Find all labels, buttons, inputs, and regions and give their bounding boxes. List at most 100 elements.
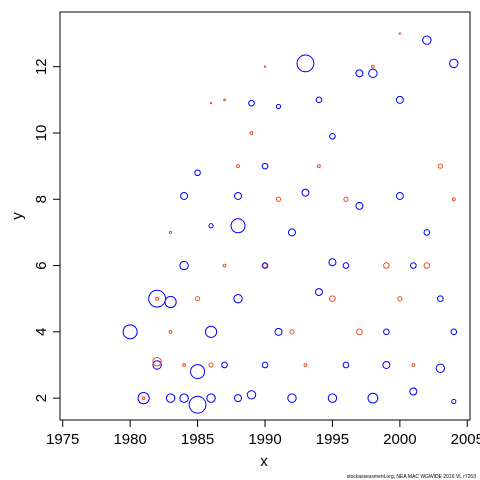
bubble [410, 262, 417, 269]
bubble [343, 196, 349, 202]
bubble [383, 262, 390, 269]
x-tick-label: 2005 [451, 431, 480, 448]
bubble [356, 328, 363, 336]
bubble [317, 164, 321, 169]
bubble [209, 101, 213, 105]
bubble [437, 163, 443, 169]
bubble [208, 223, 214, 229]
bubble [382, 360, 391, 369]
bubble [342, 262, 350, 269]
bubble [221, 361, 228, 369]
bubble [152, 356, 162, 367]
bubble [450, 328, 458, 336]
bubble [194, 169, 201, 177]
x-tick-label: 1990 [248, 431, 281, 448]
bubble [190, 364, 206, 380]
bubble [435, 363, 446, 373]
bubble [246, 390, 257, 400]
y-tick-label: 12 [33, 58, 50, 75]
bubble [148, 289, 167, 308]
bubble [262, 262, 268, 269]
bubble [179, 393, 189, 403]
bubble [206, 393, 216, 403]
bubble [261, 162, 269, 170]
footer: stockassessment.org, NEA MAC WGWIDE 2016… [347, 474, 477, 480]
x-tick-label: 1995 [316, 431, 349, 448]
bubble [367, 392, 379, 404]
x-tick-label: 1985 [181, 431, 214, 448]
bubble [182, 363, 186, 367]
bubble [168, 230, 173, 235]
bubble [188, 395, 207, 414]
bubble [423, 262, 431, 269]
bubble [451, 398, 457, 405]
bubble [230, 218, 246, 234]
bubble [398, 32, 402, 35]
bubble [248, 99, 255, 107]
bubble [437, 295, 444, 302]
plot-frame [59, 11, 471, 421]
bubble [327, 393, 338, 403]
bubble [164, 295, 177, 309]
x-tick-label: 2000 [383, 431, 416, 448]
bubble [303, 363, 308, 367]
bubble [274, 327, 283, 336]
bubble [423, 229, 431, 236]
bubble [368, 68, 378, 79]
bubble [329, 295, 336, 302]
y-tick-label: 8 [33, 195, 50, 203]
bubble [411, 363, 416, 367]
bubble [395, 95, 404, 104]
bubble [329, 132, 336, 140]
bubble [275, 196, 282, 202]
bubble [261, 262, 269, 269]
bubble [370, 64, 375, 69]
bubble [355, 201, 364, 210]
x-tick-label: 1975 [46, 431, 79, 448]
bubble [194, 296, 201, 302]
bubble [409, 387, 418, 396]
y-tick-label: 10 [33, 125, 50, 142]
bubble [122, 324, 138, 340]
bubble [287, 393, 297, 403]
bubble [141, 396, 146, 401]
y-tick-label: 4 [33, 328, 50, 336]
bubble [137, 392, 150, 405]
bubble [179, 260, 189, 271]
bubble [180, 191, 189, 200]
bubble [233, 293, 243, 304]
bubble [152, 360, 162, 370]
bubble [223, 98, 226, 102]
bubble [395, 191, 404, 200]
bubble [355, 69, 364, 78]
bubble [296, 54, 315, 73]
y-axis-title: y [9, 212, 26, 220]
bubble [449, 58, 459, 69]
bubble [249, 131, 254, 135]
bubble [289, 329, 295, 335]
y-tick-label: 2 [33, 394, 50, 402]
bubble [204, 325, 218, 338]
y-tick-label: 6 [33, 261, 50, 269]
bubble [287, 228, 296, 237]
x-tick-label: 1980 [113, 431, 146, 448]
bubble [234, 394, 243, 403]
bubble [222, 263, 227, 268]
bubble [234, 191, 243, 200]
bubble [168, 329, 173, 334]
bubble [397, 296, 403, 302]
bubble [165, 393, 176, 403]
bubble [315, 96, 323, 104]
bubble [451, 197, 456, 202]
x-axis-title: x [260, 453, 268, 470]
bubble [236, 164, 240, 169]
bubble [261, 361, 269, 369]
bubble [263, 65, 267, 68]
bubble [328, 258, 337, 267]
bubble [314, 288, 323, 297]
bubble [383, 328, 390, 336]
bubble [208, 362, 214, 368]
bubble [422, 35, 432, 45]
bubble [301, 188, 310, 197]
